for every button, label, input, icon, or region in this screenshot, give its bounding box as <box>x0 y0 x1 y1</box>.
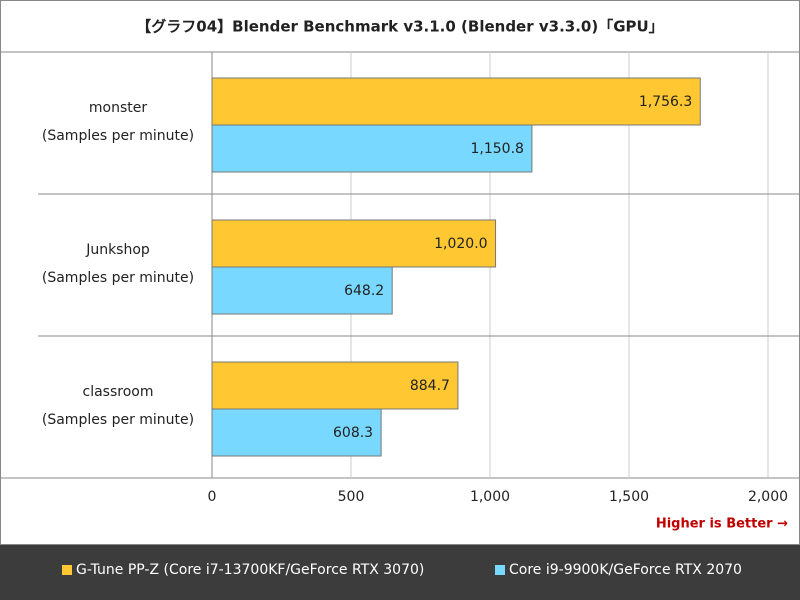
category-label: Junkshop <box>85 242 150 258</box>
category-label: classroom <box>83 384 154 400</box>
bar <box>211 266 393 315</box>
x-tick-label: 500 <box>338 489 365 505</box>
bar <box>211 408 382 457</box>
legend-swatch <box>62 565 72 575</box>
legend-swatch <box>495 565 505 575</box>
bar <box>211 77 701 126</box>
category-label: monster <box>89 100 147 116</box>
x-tick-label: 2,000 <box>748 489 788 505</box>
x-tick-label: 1,000 <box>470 489 510 505</box>
x-tick-label: 1,500 <box>609 489 649 505</box>
legend-band <box>0 545 800 600</box>
value-label: 884.7 <box>410 378 450 394</box>
bar <box>211 361 459 410</box>
value-label: 1,020.0 <box>434 236 487 252</box>
chart-title: 【グラフ04】Blender Benchmark v3.1.0 (Blender… <box>136 18 663 36</box>
value-label: 1,150.8 <box>470 141 523 157</box>
bar <box>211 124 533 173</box>
annotation: Higher is Better → <box>656 517 788 532</box>
value-label: 648.2 <box>344 283 384 299</box>
value-label: 1,756.3 <box>639 94 692 110</box>
bar <box>211 219 497 268</box>
category-unit: (Samples per minute) <box>42 128 194 144</box>
legend-label: G-Tune PP-Z (Core i7-13700KF/GeForce RTX… <box>76 562 424 578</box>
category-unit: (Samples per minute) <box>42 412 194 428</box>
x-tick-label: 0 <box>208 489 217 505</box>
category-unit: (Samples per minute) <box>42 270 194 286</box>
value-label: 608.3 <box>333 425 373 441</box>
legend-label: Core i9-9900K/GeForce RTX 2070 <box>509 562 742 578</box>
